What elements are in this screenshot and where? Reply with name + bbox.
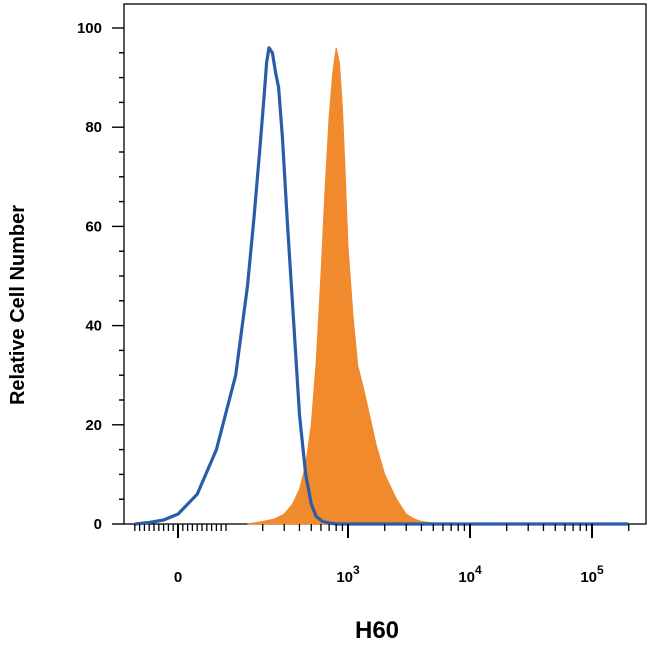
y-tick-label: 100: [77, 20, 102, 37]
x-tick-label: 103: [336, 563, 360, 586]
series-filled-area: [247, 47, 452, 525]
y-tick-label: 60: [85, 218, 102, 235]
y-tick-label: 20: [85, 417, 102, 434]
x-tick-exponent: 4: [475, 563, 482, 577]
x-tick-label: 0: [174, 569, 182, 586]
x-tick-label: 104: [458, 563, 482, 586]
x-tick-exponent: 5: [597, 563, 604, 577]
series-outline-line: [134, 46, 629, 526]
plot-area-frame: [123, 3, 647, 525]
x-axis-title: H60: [355, 617, 399, 644]
axis-layer: 0 20 40 60 80 100 0 103 104 105: [77, 20, 630, 586]
x-tick-label: 105: [580, 563, 604, 586]
y-tick-label: 0: [94, 516, 102, 533]
x-tick-exponent: 3: [353, 563, 360, 577]
y-tick-label: 80: [85, 119, 102, 136]
y-tick-label: 40: [85, 318, 102, 335]
series-layer: [134, 46, 629, 526]
y-axis-title: Relative Cell Number: [7, 205, 29, 405]
